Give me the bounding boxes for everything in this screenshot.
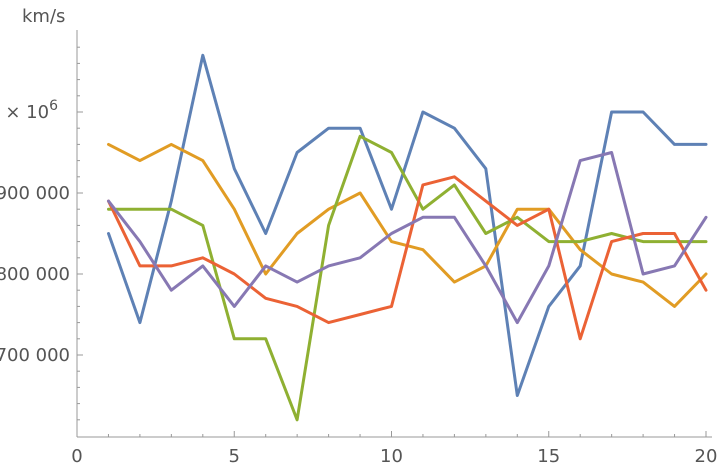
series-lines	[107, 53, 708, 422]
y-tick-exponent: 6	[49, 98, 58, 114]
x-tick-label: 10	[380, 446, 403, 467]
x-tick-label: 5	[229, 446, 240, 467]
y-tick-label: 1 × 106	[0, 98, 58, 123]
y-axis-label: km/s	[22, 6, 65, 27]
y-ticks: 700 000 800 000 900 000 1 × 106	[0, 46, 83, 421]
series-line-1	[107, 53, 708, 397]
x-tick-label: 0	[71, 446, 82, 467]
x-tick-label: 20	[695, 446, 718, 467]
series-line-4	[107, 175, 708, 341]
x-ticks: 0 5 10 15 20	[71, 431, 717, 467]
y-tick-label: 900 000	[0, 183, 70, 204]
axes	[76, 30, 712, 438]
y-tick-label: 800 000	[0, 264, 70, 285]
x-tick-label: 15	[537, 446, 560, 467]
y-tick-label: 700 000	[0, 345, 70, 366]
series-line-3	[107, 134, 708, 422]
series-line-5	[107, 151, 708, 325]
